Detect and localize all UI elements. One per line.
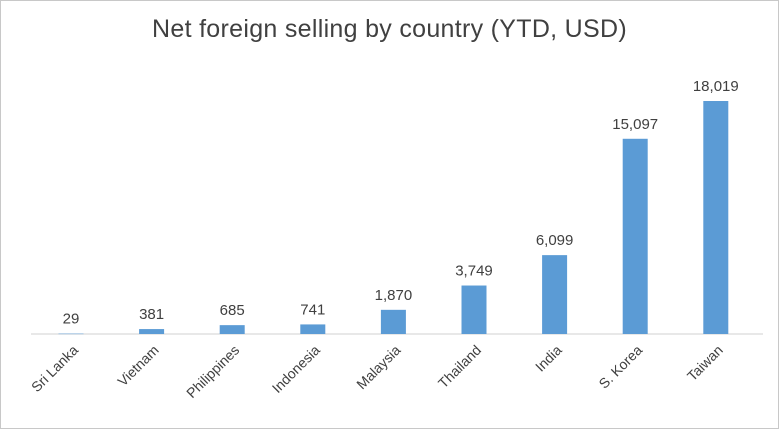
x-tick-label: Philippines — [183, 342, 242, 401]
x-tick-label: Indonesia — [269, 342, 323, 396]
bar-philippines — [219, 325, 245, 334]
chart-title: Net foreign selling by country (YTD, USD… — [152, 15, 627, 43]
x-tick-label: S. Korea — [595, 342, 645, 392]
data-label: 3,749 — [455, 263, 493, 280]
bar-indonesia — [300, 324, 326, 334]
data-label: 18,019 — [693, 78, 739, 95]
data-label: 29 — [63, 311, 80, 328]
bar-thailand — [461, 285, 487, 334]
bar-india — [542, 255, 568, 334]
x-tick-label: Sri Lanka — [28, 342, 81, 395]
x-tick-label: Thailand — [435, 342, 484, 391]
bar-vietnam — [139, 329, 165, 334]
bar-s-korea — [622, 138, 648, 334]
x-tick-label: Malaysia — [353, 342, 404, 393]
data-label: 15,097 — [612, 116, 658, 133]
data-label: 1,870 — [375, 287, 413, 304]
x-tick-label: Vietnam — [114, 342, 161, 389]
data-label: 741 — [300, 301, 325, 318]
data-label: 685 — [220, 302, 245, 319]
data-label: 381 — [139, 306, 164, 323]
data-label: 6,099 — [536, 232, 574, 249]
x-tick-label: India — [532, 342, 565, 375]
x-tick-label: Taiwan — [684, 342, 726, 384]
bar-sri-lanka — [58, 333, 84, 335]
bar-malaysia — [380, 309, 406, 334]
bar-taiwan — [703, 101, 729, 334]
